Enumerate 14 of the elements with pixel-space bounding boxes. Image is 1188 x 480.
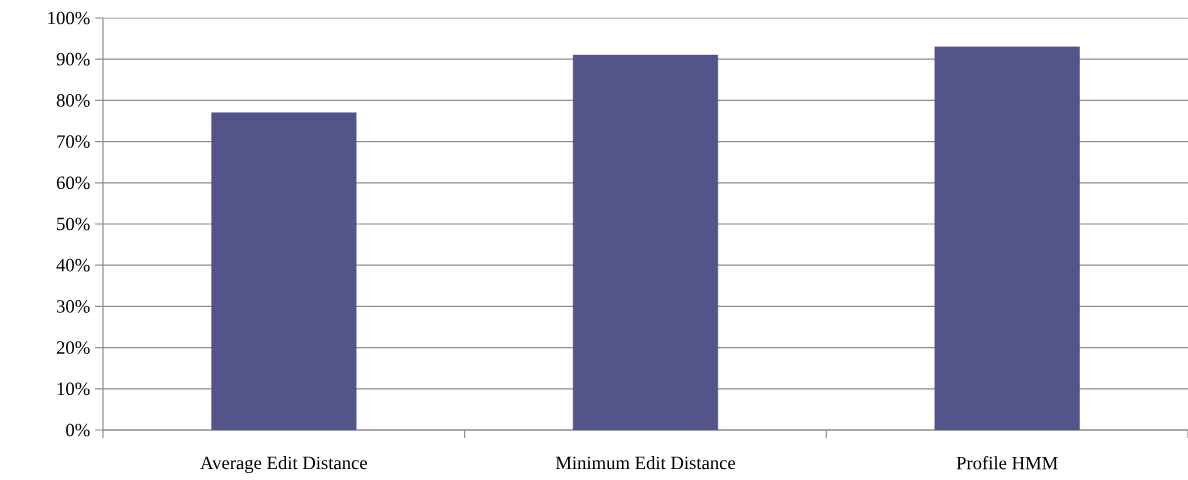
- y-tick-label: 70%: [57, 135, 90, 148]
- y-tick-label: 10%: [57, 382, 90, 396]
- x-tick-label: Profile HMM: [956, 456, 1058, 470]
- y-tick-label: 100%: [48, 11, 90, 25]
- y-tick-label: 40%: [56, 258, 90, 272]
- y-tick-label: 90%: [56, 52, 90, 66]
- y-tick-label: 20%: [56, 341, 90, 354]
- y-tick-label: 30%: [56, 300, 90, 313]
- y-tick-label: 0%: [66, 423, 90, 437]
- y-tick-label: 60%: [56, 176, 90, 190]
- x-tick-label: Average Edit Distance: [200, 456, 367, 474]
- y-tick-label: 50%: [57, 217, 90, 231]
- y-tick-label: 80%: [56, 94, 90, 107]
- x-tick-label: Minimum Edit Distance: [555, 456, 736, 470]
